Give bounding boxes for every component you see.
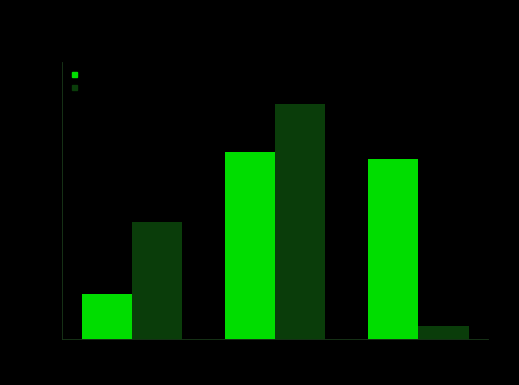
Bar	[275, 104, 325, 339]
Bar	[368, 159, 418, 339]
Bar	[418, 326, 469, 339]
Legend: Baseline, Aggressive: Baseline, Aggressive	[71, 69, 127, 94]
Bar	[225, 152, 275, 339]
Bar	[81, 294, 132, 339]
Bar	[132, 222, 182, 339]
